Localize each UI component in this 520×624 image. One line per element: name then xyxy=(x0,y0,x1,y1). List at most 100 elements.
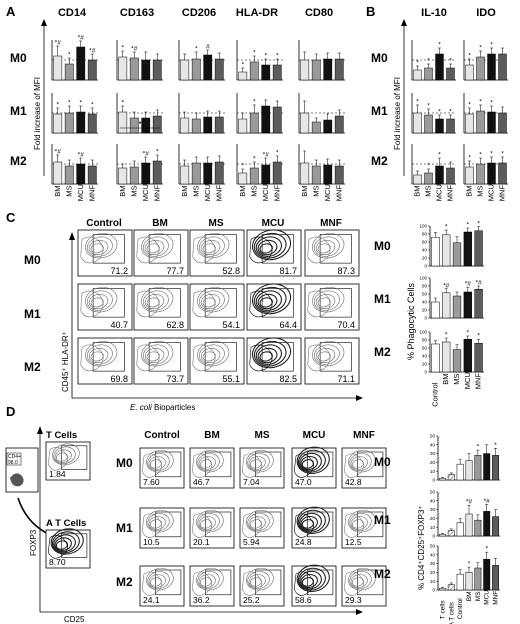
panelB-ido-m0-bar-1 xyxy=(476,56,485,81)
panelB-il-10-m2-annotation-2: * xyxy=(438,152,441,159)
panelD-col-header-mcu: MCU xyxy=(303,430,326,441)
panelC-bar-m0-yticklabel-20: 20 xyxy=(422,256,428,261)
panelC-plot-r2-c3-contour-4 xyxy=(253,340,287,367)
panelC-plot-r1-c4-contour-1 xyxy=(317,297,331,308)
panelB-il-10-m1-annotation-3: * xyxy=(449,109,452,116)
panelD-plot-r2-c0-contour-4 xyxy=(146,567,174,591)
panelD-bar-m0-bar-2 xyxy=(456,463,464,481)
panelB-ido-m0-annotation-2: * xyxy=(490,42,493,49)
panelC-plot-r2-c1-contour-4 xyxy=(141,341,174,367)
panelC-pct-r2-c1: 73.7 xyxy=(166,374,184,384)
panelD-bar-m0-yticklabel-50: 50 xyxy=(430,434,436,439)
panelD-bar-m0-bar-4 xyxy=(474,455,482,481)
panelD-bar-m1-yticklabel-30: 30 xyxy=(430,507,436,512)
panelC-plot-r2-c1-outline xyxy=(136,344,160,372)
panelB-il-10-m0-annotation-3: * xyxy=(449,58,452,65)
panelC-bar-m1-annotation-4: *# xyxy=(476,280,483,287)
panelD-bar-m0-annotation-4: * xyxy=(477,444,480,451)
panelC-bar-m2-yticklabel-0: 0 xyxy=(424,370,427,375)
panelD-plot-r1-c0-contour-4 xyxy=(146,509,174,533)
panelC-plot-r0-c2-outline xyxy=(192,236,216,264)
panelB-ido-m0-annotation-0: * xyxy=(468,53,471,60)
panelC-plot-r0-c4-contour-1 xyxy=(317,243,331,254)
panelC-plot-r1-c2-contour-2 xyxy=(200,294,221,310)
panelA-significance-star: * xyxy=(138,120,141,129)
panelD-plot-r0-c1-outline xyxy=(191,453,212,478)
panelD-plot-r0-c3-outline xyxy=(293,453,314,478)
panelC-bar-m2-bar-1 xyxy=(442,341,451,373)
panelD-tcells-plot-gate xyxy=(61,445,88,470)
panelD-plot-r1-c4-contour-2 xyxy=(350,516,368,530)
panelB-ido-m2-bar-2 xyxy=(487,162,496,185)
panelD-bar-m0-bar-0 xyxy=(438,477,446,481)
panelA-xlabel-2-ms: MS xyxy=(191,186,200,197)
panelD-bar-xlabel-control: Control xyxy=(457,598,464,620)
panelA-hla-dr-m1-bar-1 xyxy=(249,112,259,134)
panelC-pct-r1-c1: 62.8 xyxy=(166,320,184,330)
panelA-bar-grid: CD14 CD163 CD206 HLA-DR CD80*#**#*# * *# * #** * *… xyxy=(51,7,345,201)
panelC-bar-m2-yticklabel-60: 60 xyxy=(422,346,428,351)
panelC-bar-m1-annotation-1: *# xyxy=(443,282,450,289)
panelA-hla-dr-m2-bar-3 xyxy=(272,161,282,185)
panelD-x-axis-arrowhead xyxy=(356,609,363,615)
panelC-plot-r2-c1-contour-1 xyxy=(146,351,160,362)
panelC-plot-r2-c0-contour-1 xyxy=(90,351,104,362)
panelC-plot-r0-c1-contour-3 xyxy=(142,236,169,257)
panelB-il-10-m0-bar-3 xyxy=(446,67,455,81)
panelA-cd163-m1-bar-2 xyxy=(141,117,151,134)
panelC-bar-m0-bar-4 xyxy=(474,230,483,267)
panelA-hla-dr-m2-annotation-3: * xyxy=(276,150,279,157)
panelD-plot-r2-c4-contour-4 xyxy=(348,567,376,591)
panelD-plot-r1-c1-outline xyxy=(191,513,212,538)
panelD-gate-label: CD4+ xyxy=(8,454,21,460)
panelC-row-label-m1: M1 xyxy=(24,307,41,321)
panelC-col-header-ms: MS xyxy=(209,218,224,229)
panelA-xlabel-0-bm: BM xyxy=(53,186,62,197)
panelC-plot-r0-c2-contour-1 xyxy=(202,243,216,254)
panelD-plot-r2-c4-outline xyxy=(343,571,364,596)
panelD-bar-m2-annotation-3: * xyxy=(468,561,471,568)
panelD-bar-m0-bar-5 xyxy=(483,453,491,481)
panelD-bar-m0-yticklabel-0: 0 xyxy=(432,478,435,483)
panelA-hla-dr-m0-bar-0 xyxy=(238,71,248,81)
panelD-bar-m0-annotation-6: * xyxy=(494,442,497,449)
panelA-cd163-m1-bar-0 xyxy=(118,111,128,134)
panelC-plot-r0-c0-contour-3 xyxy=(86,236,113,257)
panelA-cd163-m1-bar-3 xyxy=(152,115,162,134)
panelD-plot-r1-c4-outline xyxy=(343,513,364,538)
panelB-xlabel-0-mcu: MCU xyxy=(435,184,444,201)
panelD-pct-r2-c0: 24.1 xyxy=(143,595,160,605)
panelD-plot-r0-c2-outline xyxy=(241,453,262,478)
panelD-plot-r2-c2-contour-1 xyxy=(249,577,262,587)
panelD-bar-m0-bar-1 xyxy=(447,474,455,481)
panelA-xlabel-2-mcu: MCU xyxy=(203,184,212,201)
panelD-t-cells-label: T Cells xyxy=(46,430,77,441)
panelA-cd80-m2-bar-1 xyxy=(311,165,321,185)
panelB-il-10-m0-bar-1 xyxy=(424,67,433,81)
panelA-cd206-m2-bar-3 xyxy=(214,161,224,185)
panelC-plot-r1-c0-contour-1 xyxy=(90,297,104,308)
panelC-pct-r1-c3: 64.4 xyxy=(279,320,297,330)
panelC-plot-r2-c2-contour-3 xyxy=(198,344,225,365)
panelD-plot-r0-c1-contour-1 xyxy=(199,459,212,469)
panelB-ido-m0-annotation-1: * xyxy=(479,45,482,52)
panelC-plot-r0-c1-contour-4 xyxy=(141,233,174,259)
panelD-plot-r1-c1-contour-2 xyxy=(198,516,216,530)
panelD-bar-m2-yticklabel-30: 30 xyxy=(430,561,436,566)
panelD-pct-r1-c3: 24.8 xyxy=(295,537,312,547)
panelC-bar-m1-bar-2 xyxy=(452,295,462,319)
panelC-bar-m1-bar-0 xyxy=(431,301,440,319)
panelC-plot-r0-c4-contour-2 xyxy=(315,240,336,256)
panelC-bar-m2-annotation-4: * xyxy=(477,333,480,340)
panelB-il-10-m2-bar-3 xyxy=(446,167,455,185)
panelB-xlabel-1-ms: MS xyxy=(476,186,485,197)
panelC-bar-m1-annotation-3: *# xyxy=(465,281,472,288)
panelC-plot-r2-c1-contour-2 xyxy=(144,348,165,364)
panelD-plot-r1-c3-outline xyxy=(293,513,314,538)
panelA-cd14-m0-annotation-1: * xyxy=(68,52,71,59)
panelD-plot-r1-c1-contour-4 xyxy=(196,509,224,533)
panelC-pct-r2-c4: 71.1 xyxy=(337,374,355,384)
panelC-plot-r1-c0-contour-4 xyxy=(85,287,118,313)
panelD-bar-m0-yticklabel-40: 40 xyxy=(430,442,436,447)
panelB-row-label-m2: M2 xyxy=(371,154,388,168)
